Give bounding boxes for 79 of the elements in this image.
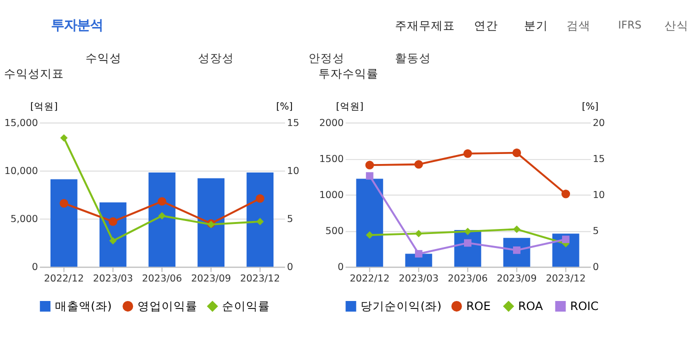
point <box>464 239 472 247</box>
point <box>60 199 68 208</box>
text: 연간 <box>474 18 498 32</box>
chart-title: 수익성지표 <box>4 66 64 80</box>
x-tick-label: 2023/03 <box>398 274 439 285</box>
text: 산식 <box>664 18 688 32</box>
legend-label: ROE <box>466 299 491 314</box>
bar <box>198 178 224 267</box>
y2-axis-title: [%] <box>276 102 293 113</box>
point <box>464 228 472 236</box>
x-tick-label: 2023/09 <box>496 274 537 285</box>
x-tick-label: 2023/09 <box>191 274 231 285</box>
point <box>365 160 374 170</box>
y2-tick-label: 15 <box>286 118 300 129</box>
point <box>414 230 422 238</box>
x-tick-label: 2022/12 <box>350 274 390 285</box>
x-tick-label: 2023/06 <box>448 274 488 285</box>
y-axis-title: [억원] <box>30 102 58 113</box>
point <box>414 160 423 169</box>
point <box>109 237 117 245</box>
y2-tick-label: 5 <box>286 214 294 226</box>
y-tick-label: 2000 <box>319 118 344 129</box>
text: 검색 <box>566 18 590 32</box>
y2-tick-label: 0 <box>286 262 294 274</box>
y-tick-label: 5,000 <box>10 214 38 226</box>
text: 주재무제표 <box>395 18 456 32</box>
y-tick-label: 500 <box>325 226 344 238</box>
point <box>366 172 374 180</box>
y-tick-label: 1000 <box>319 190 344 202</box>
legend-label: 영업이익률 <box>137 299 198 314</box>
bar <box>50 179 78 267</box>
point <box>562 236 570 244</box>
text: IFRS <box>618 19 642 32</box>
point <box>256 194 264 203</box>
x-tick-label: 2023/12 <box>240 274 280 285</box>
legend-label: 매출액(좌) <box>54 299 112 314</box>
y2-tick-label: 15 <box>592 154 605 165</box>
legend-label: ROIC <box>570 299 599 314</box>
bar <box>148 172 176 267</box>
legend-label: 당기순이익(좌) <box>360 299 442 314</box>
bar <box>356 178 384 267</box>
x-tick-label: 2022/12 <box>44 274 84 285</box>
y-tick-label: 1500 <box>319 154 344 165</box>
text: 활동성 <box>395 50 432 65</box>
text: 안정성 <box>308 50 345 65</box>
y-tick-label: 0 <box>338 262 344 274</box>
point <box>463 149 472 158</box>
y2-tick-label: 10 <box>592 190 605 202</box>
point <box>561 190 570 198</box>
y2-tick-label: 10 <box>286 166 300 177</box>
text: 투자분석 <box>50 18 103 34</box>
text: 수익성 <box>86 50 122 65</box>
y-tick-label: 0 <box>32 262 38 274</box>
point <box>256 218 264 226</box>
x-tick-label: 2023/03 <box>93 274 133 285</box>
point <box>158 197 166 206</box>
x-tick-label: 2023/12 <box>546 274 586 285</box>
bar <box>246 172 274 267</box>
point <box>158 212 166 220</box>
point <box>108 217 118 226</box>
point <box>512 148 522 158</box>
text: 성장성 <box>198 50 234 65</box>
y-tick-label: 15,000 <box>4 118 38 129</box>
legend-label: 순이익률 <box>222 299 270 314</box>
point <box>414 250 422 258</box>
bar <box>405 254 432 267</box>
legend-label: ROA <box>518 299 544 314</box>
y2-axis-title: [%] <box>582 102 598 113</box>
text: 분기 <box>524 18 548 32</box>
y2-tick-label: 5 <box>592 226 599 238</box>
y-tick-label: 10,000 <box>4 166 38 177</box>
y2-tick-label: 0 <box>592 262 599 274</box>
x-tick-label: 2023/06 <box>142 274 182 285</box>
chart-title: 투자수익률 <box>318 66 379 80</box>
y2-tick-label: 20 <box>592 118 605 129</box>
y-axis-title: [억원] <box>336 102 364 113</box>
point <box>366 231 374 239</box>
point <box>513 226 520 233</box>
point <box>60 134 68 142</box>
